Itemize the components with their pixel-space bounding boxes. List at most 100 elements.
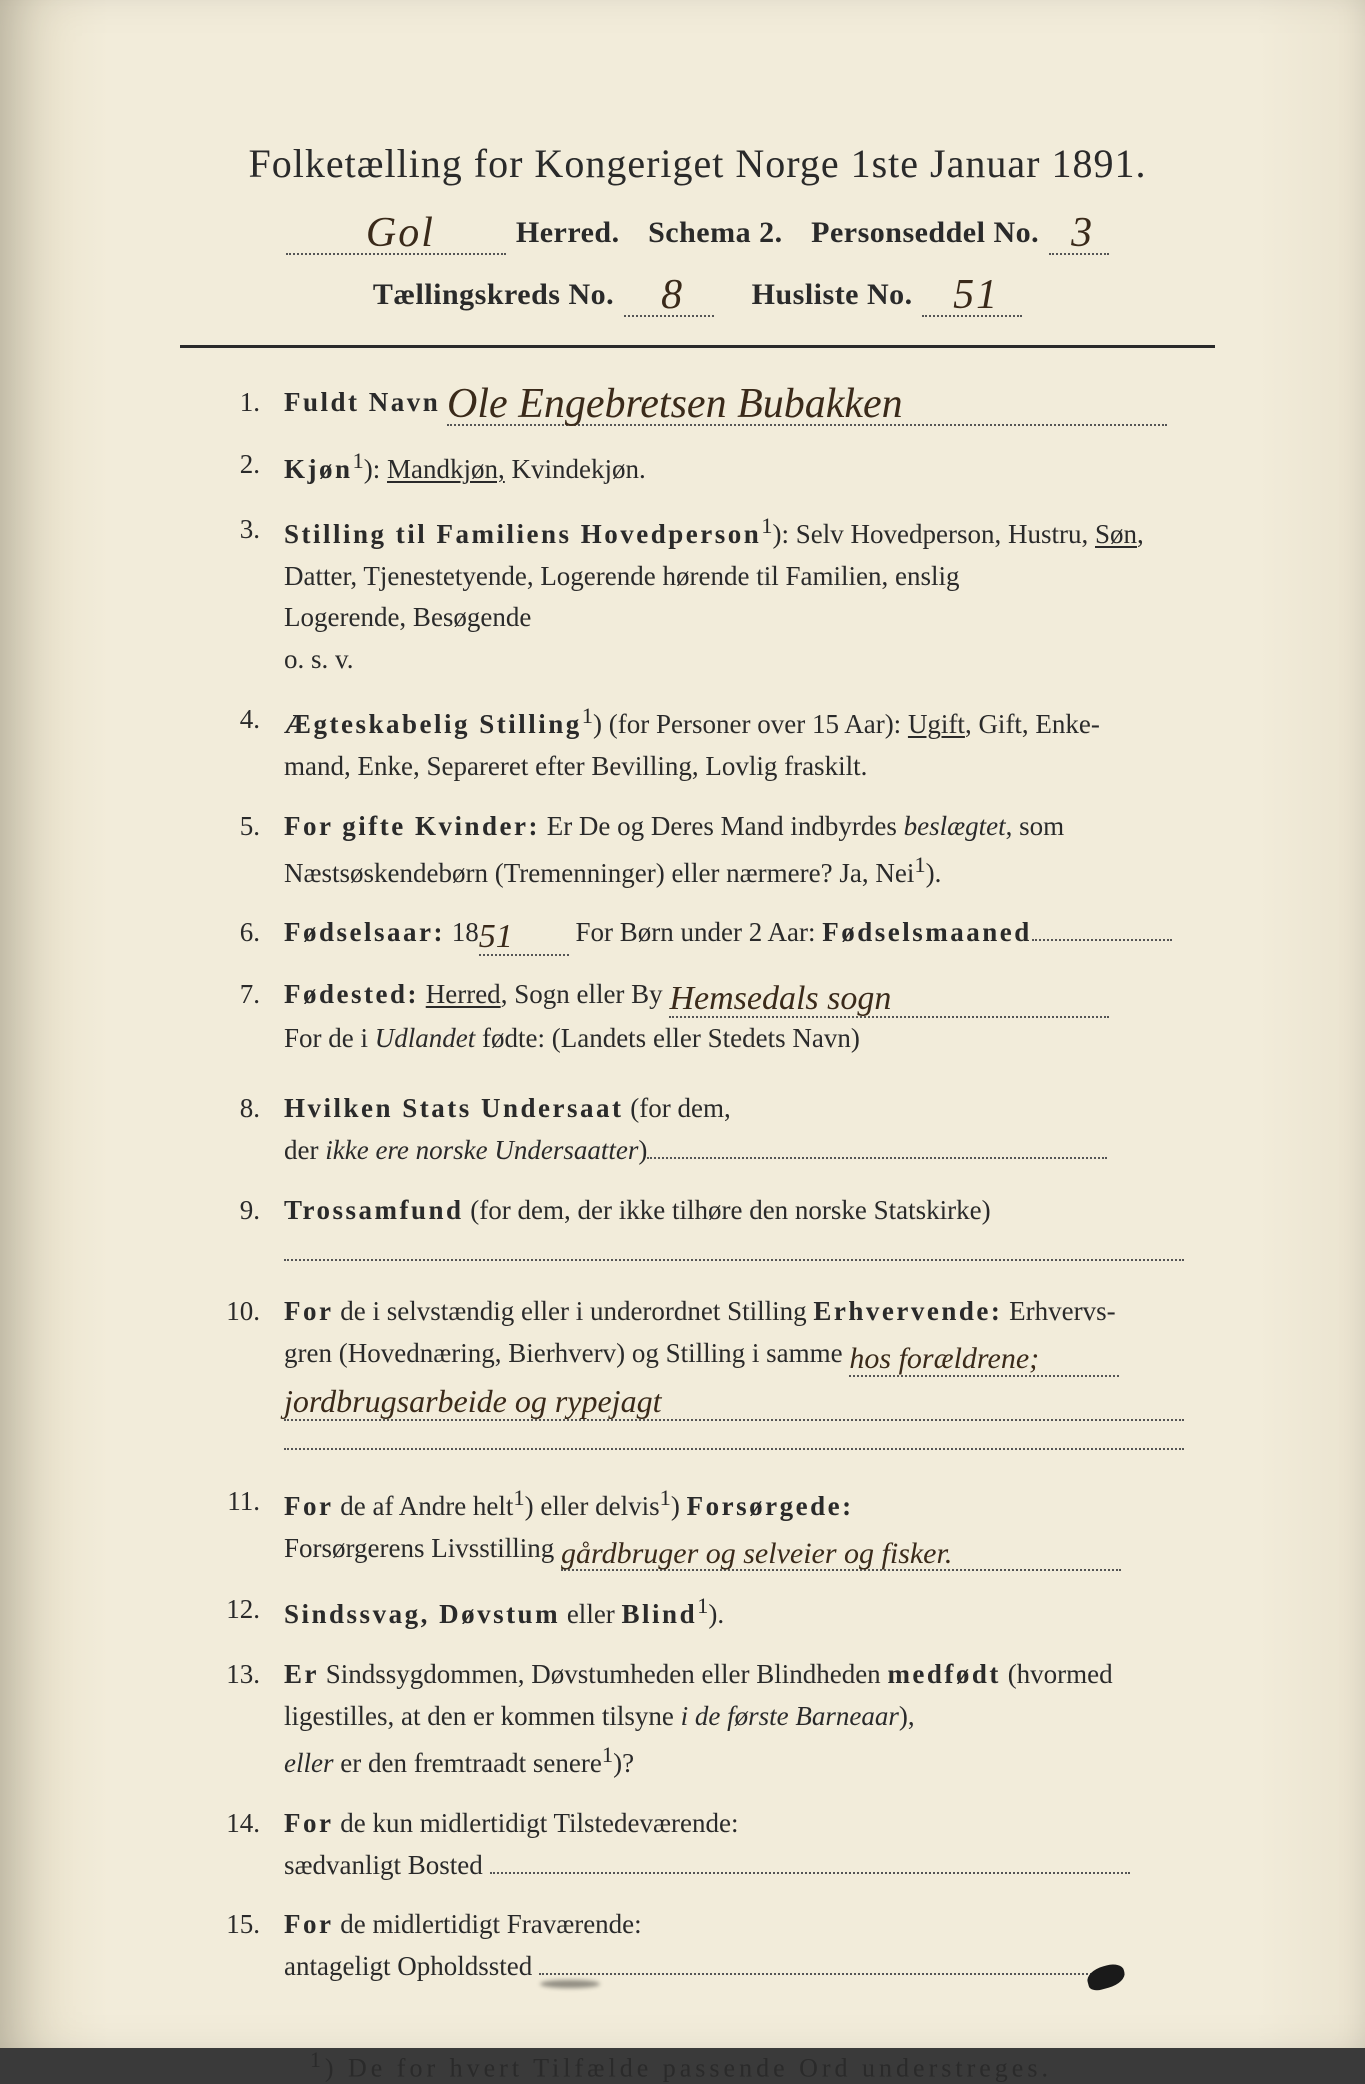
- entry-10: 10. For de i selvstændig eller i underor…: [190, 1291, 1215, 1462]
- label-er: Er: [284, 1659, 319, 1689]
- entry-body: Er Sindssygdommen, Døvstumheden eller Bl…: [284, 1654, 1215, 1785]
- text: de midlertidigt Fraværende:: [333, 1909, 641, 1939]
- entry-num: 5.: [190, 806, 284, 848]
- label-blind: Blind: [622, 1599, 698, 1629]
- entry-11: 11. For de af Andre helt1) eller delvis1…: [190, 1481, 1215, 1572]
- label-fuldt-navn: Fuldt Navn: [284, 387, 440, 417]
- entry-5: 5. For gifte Kvinder: Er De og Deres Man…: [190, 806, 1215, 895]
- label-medfodt: medfødt: [887, 1659, 1001, 1689]
- entry-4: 4. Ægteskabelig Stilling1) (for Personer…: [190, 699, 1215, 788]
- erhverv-field-3: [284, 1421, 1184, 1450]
- entry-body: Kjøn1): Mandkjøn, Kvindekjøn.: [284, 444, 1215, 491]
- text: Forsørgerens Livsstilling: [284, 1533, 554, 1563]
- footnote-text: ) De for hvert Tilfælde passende Ord und…: [325, 2054, 1052, 2083]
- opholdssted-field: [539, 1946, 1119, 1975]
- erhverv-field-1: hos forældrene;: [849, 1333, 1119, 1377]
- label-fodselsaar: Fødselsaar:: [284, 917, 445, 947]
- text: For Børn under 2 Aar:: [569, 917, 822, 947]
- entry-body: Ægteskabelig Stilling1) (for Personer ov…: [284, 699, 1215, 788]
- label-erhvervende: Erhvervende:: [813, 1296, 1002, 1326]
- text: Næstsøskendebørn (Tremenninger) eller næ…: [284, 858, 914, 888]
- entries-list: 1. Fuldt Navn Ole Engebretsen Bubakken 2…: [190, 382, 1215, 1988]
- entry-14: 14. For de kun midlertidigt Tilstedevære…: [190, 1803, 1215, 1887]
- text: ,: [1137, 519, 1144, 549]
- entry-num: 9.: [190, 1190, 284, 1232]
- label-aegteskab: Ægteskabelig Stilling: [284, 709, 582, 739]
- herred-value: Gol: [358, 209, 435, 257]
- herred-label: Herred.: [516, 216, 620, 249]
- livsstilling-field: gårdbruger og selveier og fisker.: [561, 1528, 1121, 1572]
- paper-smudge: [540, 1980, 600, 1988]
- entry-body: Hvilken Stats Undersaat (for dem, der ik…: [284, 1088, 1215, 1172]
- sup: 1: [602, 1742, 613, 1767]
- text: mand, Enke, Separeret efter Bevilling, L…: [284, 751, 867, 781]
- sup: 1: [660, 1485, 671, 1510]
- entry-7: 7. Fødested: Herred, Sogn eller By Hemse…: [190, 974, 1215, 1060]
- text: ).: [926, 858, 942, 888]
- text: o. s. v.: [284, 644, 354, 674]
- text: eller: [560, 1599, 621, 1629]
- text: ),: [899, 1701, 915, 1731]
- entry-num: 10.: [190, 1291, 284, 1333]
- italic-text: eller: [284, 1748, 333, 1778]
- month-field: [1032, 912, 1172, 941]
- year-prefix: 18: [445, 917, 479, 947]
- entry-num: 15.: [190, 1904, 284, 1946]
- entry-9: 9. Trossamfund (for dem, der ikke tilhør…: [190, 1190, 1215, 1274]
- entry-13: 13. Er Sindssygdommen, Døvstumheden elle…: [190, 1654, 1215, 1785]
- label-for: For: [284, 1491, 333, 1521]
- text: der: [284, 1135, 325, 1165]
- text: For de i: [284, 1023, 375, 1053]
- text: ).: [708, 1599, 724, 1629]
- year-field: 51: [479, 912, 569, 956]
- italic-text: Udlandet: [375, 1023, 476, 1053]
- bosted-field: [490, 1845, 1130, 1874]
- personseddel-field: 3: [1049, 205, 1109, 255]
- text: )?: [613, 1748, 634, 1778]
- husliste-label: Husliste No.: [752, 278, 913, 311]
- text: er den fremtraadt senere: [333, 1748, 601, 1778]
- entry-3: 3. Stilling til Familiens Hovedperson1):…: [190, 509, 1215, 681]
- year-value: 51: [479, 927, 513, 947]
- entry-2: 2. Kjøn1): Mandkjøn, Kvindekjøn.: [190, 444, 1215, 491]
- erhverv-value-2: jordbrugsarbeide og rypejagt: [284, 1392, 661, 1411]
- text: , Gift, Enke-: [965, 709, 1100, 739]
- text: Sindssygdommen, Døvstumheden eller Blind…: [319, 1659, 887, 1689]
- label-fodested: Fødested:: [284, 979, 419, 1009]
- son-underlined: Søn: [1095, 519, 1137, 549]
- entry-num: 14.: [190, 1803, 284, 1845]
- label-undersaat: Hvilken Stats Undersaat: [284, 1093, 624, 1123]
- kreds-value: 8: [653, 271, 684, 319]
- sup: 1: [914, 852, 925, 877]
- livsstilling-value: gårdbruger og selveier og fisker.: [561, 1545, 952, 1563]
- ugift-underlined: Ugift: [908, 709, 965, 739]
- entry-num: 4.: [190, 699, 284, 741]
- entry-body: Sindssvag, Døvstum eller Blind1).: [284, 1589, 1215, 1636]
- label-for: For: [284, 1909, 333, 1939]
- entry-num: 8.: [190, 1088, 284, 1130]
- entry-num: 2.: [190, 444, 284, 486]
- label-trossamfund: Trossamfund: [284, 1195, 464, 1225]
- entry-body: Trossamfund (for dem, der ikke tilhøre d…: [284, 1190, 1215, 1274]
- text: (hvormed: [1001, 1659, 1113, 1689]
- footnote: 1) De for hvert Tilfælde passende Ord un…: [310, 2048, 1215, 2084]
- entry-num: 12.: [190, 1589, 284, 1631]
- personseddel-label: Personseddel No.: [811, 216, 1039, 249]
- text: ): [671, 1491, 687, 1521]
- entry-num: 6.: [190, 912, 284, 954]
- text: sædvanligt Bosted: [284, 1850, 483, 1880]
- herred-field: Gol: [286, 205, 506, 255]
- entry-num: 7.: [190, 974, 284, 1016]
- text: ): [638, 1135, 647, 1165]
- form-subheader-1: Gol Herred. Schema 2. Personseddel No. 3: [180, 205, 1215, 255]
- text: gren (Hovednæring, Bierhverv) og Stillin…: [284, 1338, 843, 1368]
- text: Er De og Deres Mand indbyrdes: [540, 811, 904, 841]
- sup: 1: [761, 513, 772, 538]
- census-form-page: Folketælling for Kongeriget Norge 1ste J…: [0, 0, 1365, 2048]
- text: fødte: (Landets eller Stedets Navn): [475, 1023, 860, 1053]
- entry-num: 1.: [190, 382, 284, 424]
- entry-body: Fuldt Navn Ole Engebretsen Bubakken: [284, 382, 1215, 426]
- sup: 1: [310, 2048, 325, 2072]
- label-kjon: Kjøn: [284, 454, 353, 484]
- text: de af Andre helt: [333, 1491, 513, 1521]
